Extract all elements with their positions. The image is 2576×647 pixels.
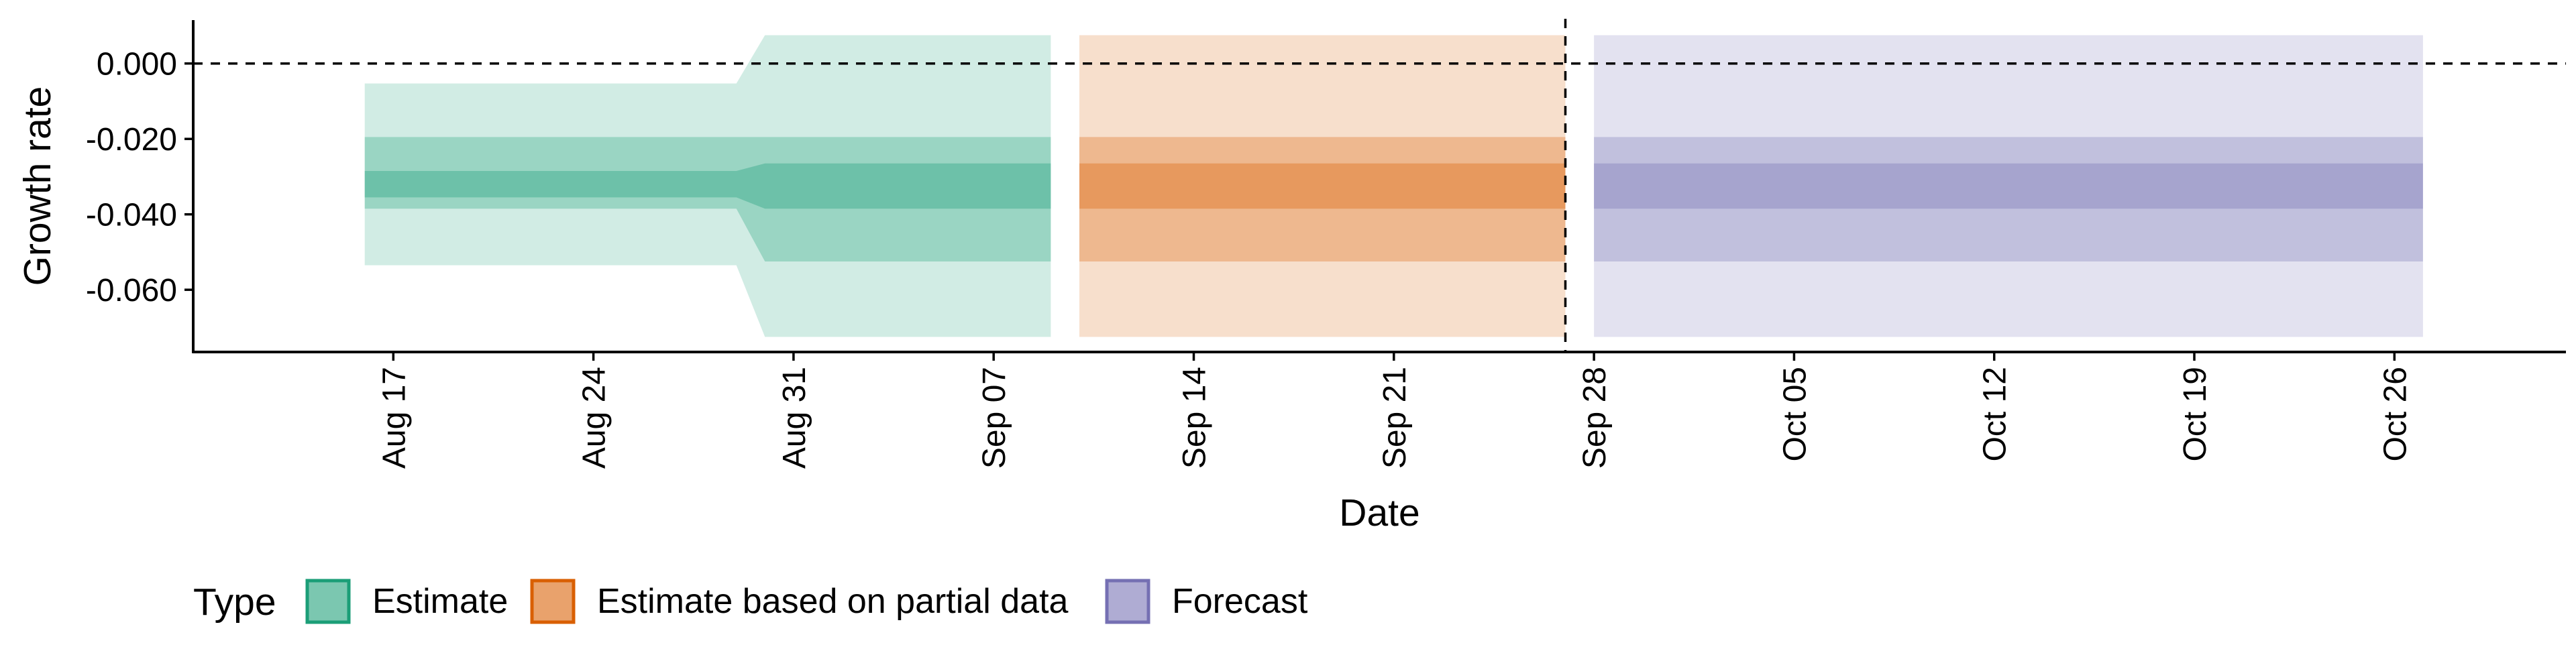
estimate-middle-band [364, 137, 1051, 261]
y-tick-label: 0.000 [97, 47, 177, 82]
estimate-based-on-partial-data-outer-band [1079, 35, 1566, 337]
x-tick-label: Aug 17 [376, 367, 412, 469]
forecast-middle-band [1594, 137, 2423, 261]
y-tick-label: -0.020 [86, 122, 177, 158]
legend-label: Estimate based on partial data [597, 582, 1069, 621]
x-tick-label: Oct 05 [1777, 367, 1813, 461]
y-tick-label: -0.040 [86, 198, 177, 233]
x-tick-label: Sep 21 [1377, 367, 1413, 469]
x-tick-label: Oct 26 [2377, 367, 2413, 461]
legend-label: Estimate [372, 582, 508, 621]
legend-label: Forecast [1172, 582, 1308, 621]
forecast-inner-band [1594, 163, 2423, 209]
estimate-based-on-partial-data-middle-band [1079, 137, 1566, 261]
y-tick-label: -0.060 [86, 273, 177, 308]
x-tick-label: Sep 07 [977, 367, 1012, 469]
forecast-legend-key [1105, 579, 1150, 624]
x-tick-label: Sep 28 [1577, 367, 1613, 469]
x-tick-label: Aug 31 [777, 367, 812, 469]
x-tick-label: Oct 12 [1978, 367, 2013, 461]
estimate-based-on-partial-data-inner-band [1079, 163, 1566, 209]
x-tick-label: Oct 19 [2178, 367, 2213, 461]
x-axis-title: Date [1339, 491, 1419, 534]
x-tick-label: Aug 24 [577, 367, 612, 469]
estimate-outer-band [364, 35, 1051, 337]
y-axis-title: Growth rate [16, 86, 59, 286]
forecast-outer-band [1594, 35, 2423, 337]
estimate-inner-band [364, 163, 1051, 209]
legend-title: Type [193, 581, 276, 624]
x-tick-label: Sep 14 [1177, 367, 1213, 469]
estimate-legend-key [305, 579, 351, 624]
estimate-based-on-partial-data-legend-key [530, 579, 576, 624]
